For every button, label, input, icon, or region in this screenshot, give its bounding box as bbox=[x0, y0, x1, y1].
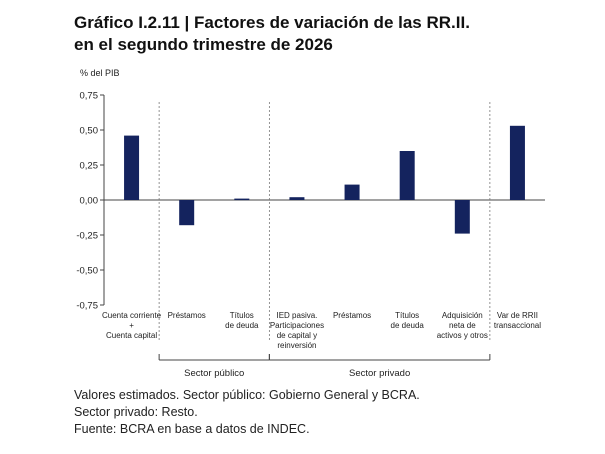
y-tick-label: 0,75 bbox=[80, 91, 99, 102]
bar bbox=[509, 125, 525, 200]
y-tick-label: 0,25 bbox=[80, 161, 99, 172]
note-line-2: Sector privado: Resto. bbox=[74, 405, 198, 419]
bar bbox=[289, 197, 305, 200]
bar bbox=[124, 135, 140, 200]
y-tick-label: -0,75 bbox=[76, 301, 98, 312]
note-line-1: Valores estimados. Sector público: Gobie… bbox=[74, 388, 420, 402]
chart-title: Gráfico I.2.11 | Factores de variación d… bbox=[74, 12, 594, 56]
category-label: Cuenta corriente + Cuenta capital bbox=[102, 311, 162, 340]
category-label: Adquisición neta de activos y otros bbox=[437, 311, 488, 340]
category-label: Préstamos bbox=[168, 311, 206, 320]
category-label: IED pasiva. Participaciones de capital y re… bbox=[270, 311, 324, 350]
bar bbox=[344, 184, 360, 200]
category-label: Var de RRII transaccional bbox=[494, 311, 541, 330]
category-label: Títulos de deuda bbox=[225, 311, 259, 330]
y-tick-label: 0,00 bbox=[80, 196, 99, 207]
note-line-3: Fuente: BCRA en base a datos de INDEC. bbox=[74, 422, 310, 436]
chart-notes: Valores estimados. Sector público: Gobie… bbox=[74, 387, 420, 438]
bar bbox=[234, 198, 250, 201]
y-tick-label: -0,25 bbox=[76, 231, 98, 242]
chart-title-line-1: Gráfico I.2.11 | Factores de variación d… bbox=[74, 13, 470, 32]
y-tick-label: 0,50 bbox=[80, 126, 99, 137]
chart-title-line-2: en el segundo trimestre de 2026 bbox=[74, 35, 333, 54]
y-axis-label: % del PIB bbox=[80, 68, 120, 78]
bar-chart: 0,75 0,50 0,25 0,00 -0,25 -0,50 -0,75 Cuenta co… bbox=[76, 91, 545, 379]
group-label: Sector público bbox=[184, 368, 244, 379]
category-label: Títulos de deuda bbox=[391, 311, 425, 330]
group-label: Sector privado bbox=[349, 368, 410, 379]
bar bbox=[399, 151, 415, 200]
bar bbox=[454, 200, 470, 234]
category-label: Préstamos bbox=[333, 311, 371, 320]
y-tick-label: -0,50 bbox=[76, 266, 98, 277]
bar bbox=[179, 200, 195, 226]
